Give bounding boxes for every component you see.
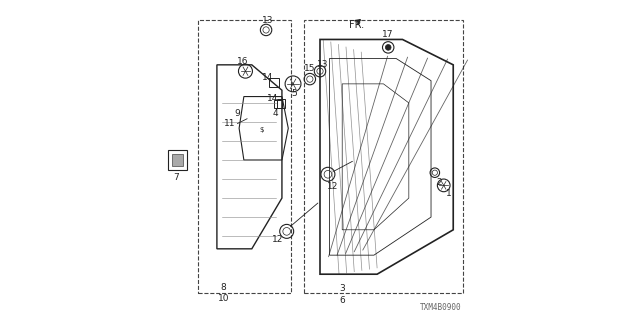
Text: 11: 11 bbox=[224, 119, 236, 128]
Text: 2: 2 bbox=[436, 178, 442, 187]
Bar bbox=[198, 20, 291, 293]
Bar bbox=[304, 20, 463, 293]
Bar bbox=[274, 100, 282, 108]
Text: 14: 14 bbox=[267, 94, 278, 103]
Text: 12: 12 bbox=[327, 182, 339, 191]
Text: 8: 8 bbox=[220, 283, 226, 292]
Text: 10: 10 bbox=[218, 294, 229, 303]
Text: 4: 4 bbox=[273, 108, 278, 117]
Bar bbox=[168, 150, 187, 170]
Text: 3: 3 bbox=[339, 284, 345, 293]
Text: 16: 16 bbox=[237, 57, 248, 66]
Text: $: $ bbox=[259, 127, 264, 133]
Text: 9: 9 bbox=[235, 108, 241, 117]
Circle shape bbox=[385, 44, 391, 50]
Text: 14: 14 bbox=[262, 73, 273, 82]
Text: 17: 17 bbox=[383, 30, 394, 39]
Text: FR.: FR. bbox=[349, 20, 364, 30]
Text: 13: 13 bbox=[317, 60, 329, 69]
Text: 12: 12 bbox=[273, 236, 284, 244]
Bar bbox=[277, 99, 285, 108]
Text: 13: 13 bbox=[262, 16, 273, 25]
Text: 5: 5 bbox=[292, 89, 298, 98]
Text: 7: 7 bbox=[173, 173, 179, 182]
Bar bbox=[269, 77, 279, 87]
Bar bbox=[172, 154, 183, 166]
Text: TXM4B0900: TXM4B0900 bbox=[420, 303, 461, 312]
Text: 6: 6 bbox=[339, 296, 345, 305]
Text: 1: 1 bbox=[445, 189, 451, 198]
Text: 15: 15 bbox=[304, 63, 316, 73]
